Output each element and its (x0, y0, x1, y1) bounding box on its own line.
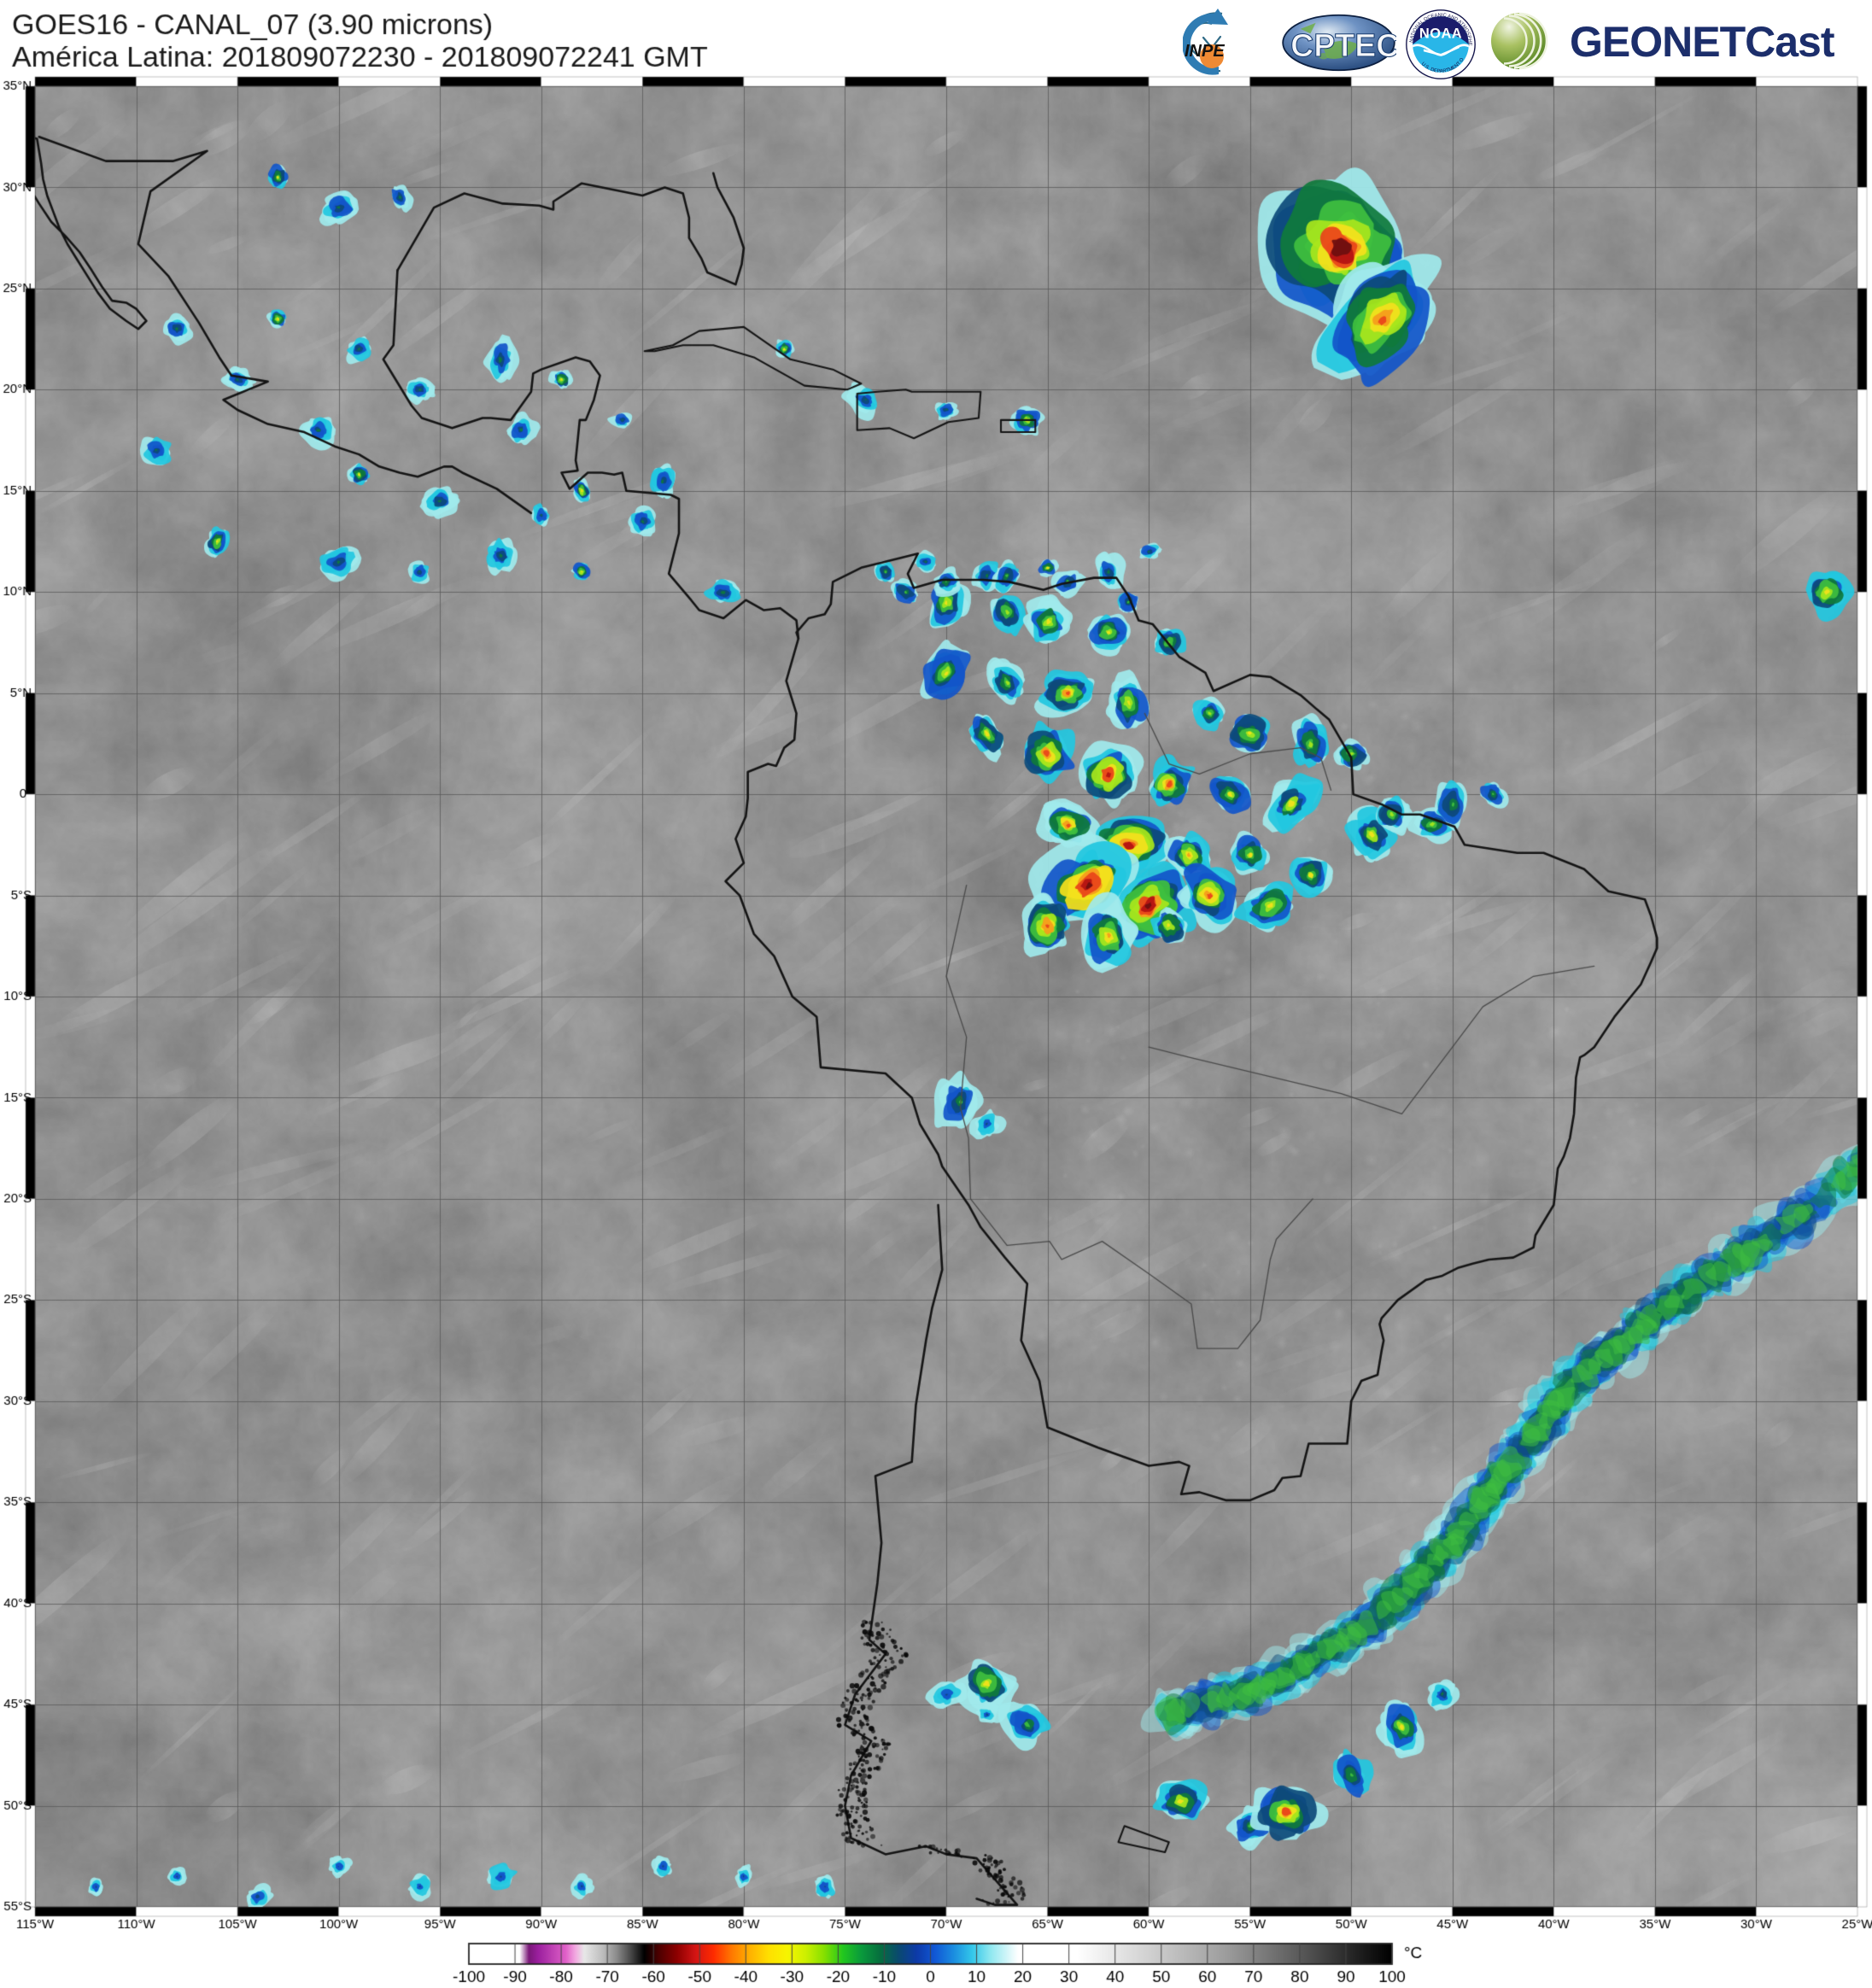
svg-text:NOAA: NOAA (1419, 26, 1462, 42)
svg-text:INPE: INPE (1185, 42, 1225, 61)
svg-text:CPTEC: CPTEC (1290, 27, 1396, 63)
